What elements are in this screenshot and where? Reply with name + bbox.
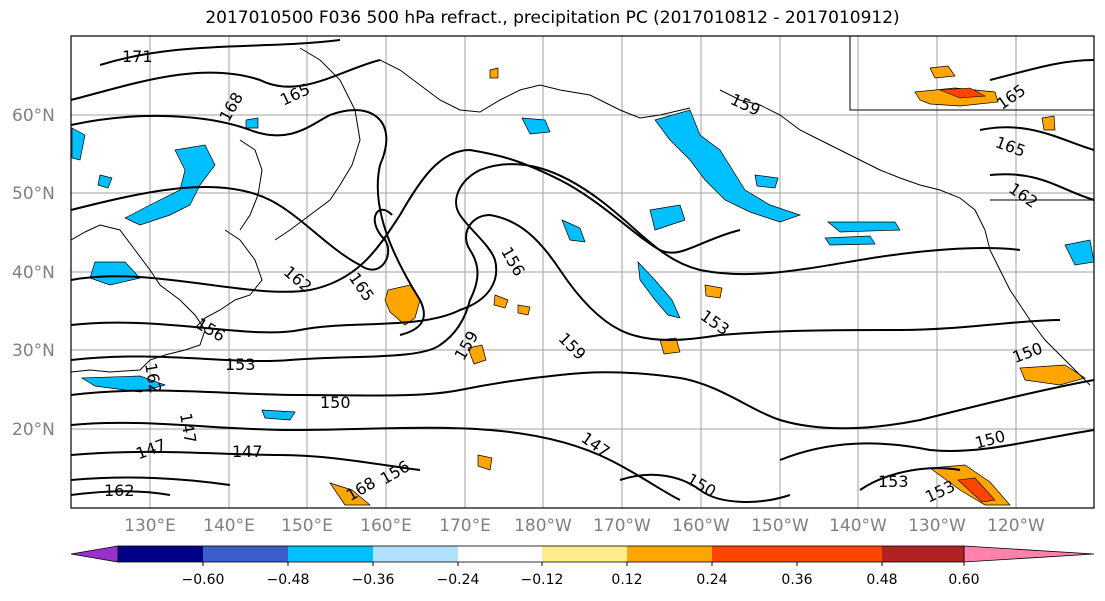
lon-label: 170°W: [593, 516, 651, 536]
precip-positive-area: [929, 65, 956, 79]
precip-positive-area: [659, 337, 681, 355]
lon-label: 150°W: [751, 516, 809, 536]
colorbar-segment: [203, 546, 288, 562]
lon-label: 180°W: [514, 516, 572, 536]
map-frame: [70, 35, 1095, 509]
height-contours: [70, 39, 1095, 503]
precip-negative-area: [754, 174, 779, 189]
precip-positive-area: [1019, 364, 1086, 386]
contour-label: 153: [225, 355, 256, 374]
lon-label: 130°W: [908, 516, 966, 536]
precip-positive-area: [704, 284, 723, 299]
lat-label: 50°N: [12, 184, 55, 204]
precip-negative-area: [521, 117, 551, 135]
colorbar-extend-min: [70, 545, 119, 563]
colorbar-tick-label: −0.36: [352, 572, 395, 588]
precip-negative-area: [649, 204, 686, 231]
precip-negative-area: [89, 261, 141, 286]
precip-negative-area: [637, 260, 681, 319]
precip-positive-area: [477, 454, 493, 471]
precip-negative-area: [824, 235, 876, 246]
lat-label: 60°N: [12, 106, 55, 126]
colorbar-segment: [288, 546, 373, 562]
colorbar-tick-label: −0.60: [182, 572, 225, 588]
colorbar-tick-label: −0.24: [437, 572, 480, 588]
lat-label: 30°N: [12, 341, 55, 361]
colorbar-segment: [373, 546, 458, 562]
colorbar-tick-label: 0.48: [866, 572, 897, 588]
longitude-labels: 130°E 140°E 150°E 160°E 170°E 180°W 170°…: [124, 516, 1045, 536]
colorbar-segment: [627, 546, 712, 562]
contour-label: 162: [104, 481, 135, 500]
lon-label: 140°E: [203, 516, 255, 536]
contour-label: 153: [878, 472, 909, 491]
precip-negative-area: [654, 109, 802, 223]
lon-label: 120°W: [987, 516, 1045, 536]
colorbar-segment: [797, 546, 882, 562]
colorbar-segment: [542, 546, 627, 562]
lon-label: 140°W: [829, 516, 887, 536]
precip-negative-area: [97, 174, 113, 189]
precip-positive-area: [517, 304, 531, 316]
precip-positive-area: [939, 87, 987, 99]
colorbar-segment: [458, 546, 542, 562]
precip-negative-area: [827, 221, 901, 233]
precip-positive-area: [467, 344, 487, 365]
lat-label: 40°N: [12, 263, 55, 283]
colorbar-segment: [882, 546, 964, 562]
precip-positive-area: [1041, 115, 1056, 131]
colorbar-tick-label: −0.48: [267, 572, 310, 588]
colorbar-ticks: [202, 562, 965, 566]
latitude-labels: 60°N 50°N 40°N 30°N 20°N: [12, 106, 55, 440]
map-title: 2017010500 F036 500 hPa refract., precip…: [205, 8, 900, 28]
lon-label: 150°E: [281, 516, 333, 536]
contour-label: 150: [320, 393, 351, 412]
precip-negative-area: [80, 375, 167, 393]
precip-positive-area: [489, 67, 499, 79]
lon-label: 160°E: [360, 516, 412, 536]
coastlines: [70, 36, 1094, 386]
contour-label: 171: [122, 47, 153, 66]
precipitation-shading: [71, 65, 1095, 506]
contour-label: 147: [232, 442, 263, 461]
precip-positive-area: [957, 477, 996, 503]
precip-negative-area: [561, 219, 586, 243]
precip-positive-area: [329, 482, 371, 506]
colorbar-tick-label: 0.12: [611, 572, 642, 588]
lon-label: 160°W: [672, 516, 730, 536]
colorbar: −0.60 −0.48 −0.36 −0.24 −0.12 0.12 0.24 …: [70, 545, 1095, 588]
precip-positive-area: [493, 294, 509, 309]
lon-label: 130°E: [124, 516, 176, 536]
colorbar-segment: [118, 546, 203, 562]
colorbar-tick-label: 0.24: [696, 572, 727, 588]
lon-label: 170°E: [439, 516, 491, 536]
precip-negative-area: [71, 127, 86, 161]
lat-label: 20°N: [12, 420, 55, 440]
colorbar-tick-label: 0.60: [948, 572, 979, 588]
colorbar-extend-max: [963, 545, 1095, 563]
colorbar-tick-label: −0.12: [521, 572, 564, 588]
colorbar-segment: [712, 546, 797, 562]
colorbar-outline: [117, 545, 965, 563]
colorbar-tick-label: 0.36: [781, 572, 812, 588]
precip-negative-area: [261, 409, 296, 421]
precip-negative-area: [245, 117, 259, 129]
precip-negative-area: [124, 144, 216, 226]
